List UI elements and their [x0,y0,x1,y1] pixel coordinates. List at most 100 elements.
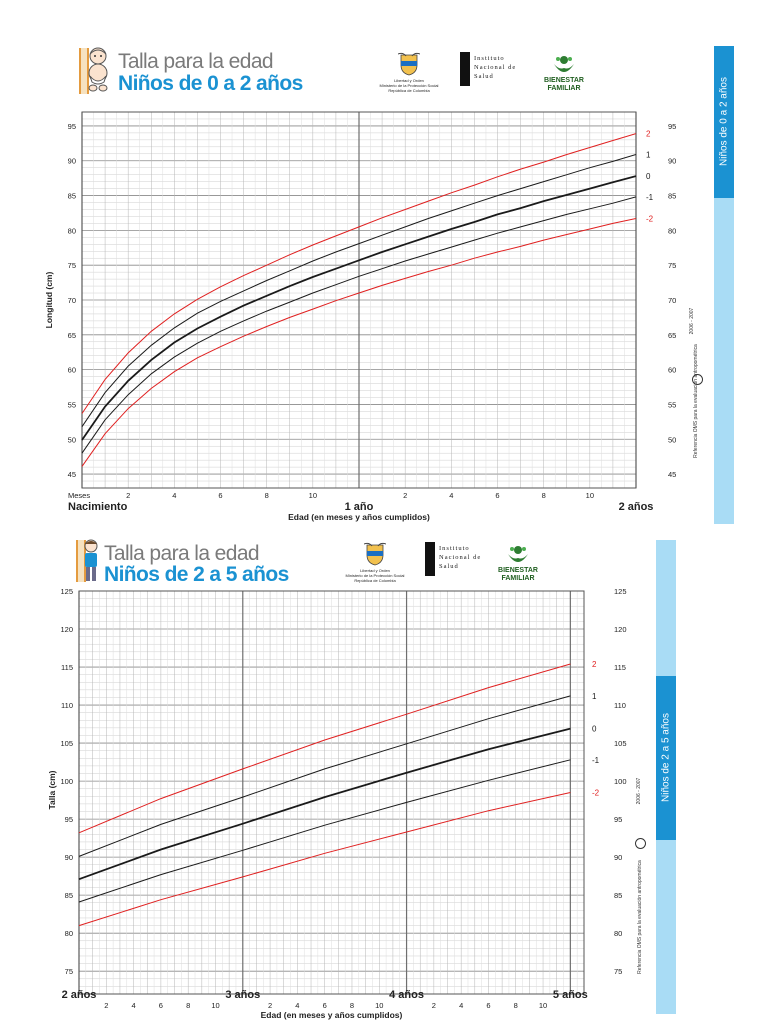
ruler-icon [79,48,89,94]
series-line-0 [78,727,571,881]
y-tick-label: 120 [60,625,73,634]
series-line-0 [81,175,637,441]
y-tick-label-right: 70 [668,296,676,305]
who-logo-icon [635,838,646,849]
instituto-line-1: Instituto [439,545,470,552]
instituto-logo-icon [460,52,470,86]
y-tick-label-right: 50 [668,435,676,444]
y-tick-label: 65 [68,331,76,340]
y-tick-label-right: 60 [668,366,676,375]
series-line-1 [81,154,637,427]
x-tick-label: 2 [403,491,407,500]
y-tick-label: 45 [68,470,76,479]
y-tick-label: 100 [60,777,73,786]
reference-years: 2006 - 2007 [636,777,642,805]
y-tick-label-right: 105 [614,739,627,748]
bienestar-line-1: BIENESTAR [544,77,584,84]
y-tick-label-right: 115 [614,663,626,672]
y-tick-label-right: 55 [668,400,676,409]
y-tick-label: 70 [68,296,76,305]
y-tick-label: 110 [61,701,73,710]
series-label: -1 [646,193,654,202]
baby-icon [88,47,108,92]
y-tick-label-right: 125 [614,587,627,596]
x-major-label: 4 años [389,989,424,1001]
y-axis-title: Talla (cm) [47,770,57,809]
y-tick-label-right: 90 [668,157,676,166]
child-icon [84,539,98,581]
x-tick-label: 10 [375,1001,383,1010]
y-tick-label-right: 85 [668,192,676,201]
x-tick-label: 2 [268,1001,272,1010]
instituto-line-2: Nacional de [439,554,482,561]
side-band-label: Niños de 0 a 2 años [718,77,730,166]
bienestar-text: BIENESTAR FAMILIAR [540,77,588,93]
plot-frame [78,590,585,995]
instituto-text: Instituto Nacional de Salud [439,544,481,571]
y-axis-title: Longitud (cm) [44,272,54,329]
x-tick-label: 8 [186,1001,190,1010]
series-label: -2 [646,215,654,224]
x-tick-label: 8 [265,491,269,500]
instituto-text: Instituto Nacional de Salud [474,54,516,81]
y-tick-label: 90 [68,157,76,166]
side-band-dark [714,46,734,198]
bienestar-line-1: BIENESTAR [498,567,538,574]
x-axis-title: Edad (en meses y años cumplidos) [261,1010,403,1020]
series-label: 2 [646,130,651,139]
x-tick-label: 2 [104,1001,108,1010]
x-tick-label: 4 [295,1001,299,1010]
series-label: -2 [592,789,600,798]
y-tick-label-right: 95 [668,122,676,131]
y-tick-label: 90 [65,853,73,862]
series-line-minus2 [78,792,571,927]
x-tick-label: 6 [159,1001,163,1010]
series-line-minus1 [81,196,637,454]
series-label: 0 [646,172,651,181]
y-tick-label: 80 [68,226,76,235]
y-tick-label-right: 75 [668,261,676,270]
x-major-label: 5 años [553,989,588,1001]
series-line-2 [81,133,637,414]
series-line-1 [78,695,571,857]
side-band-dark [656,676,676,840]
y-tick-label-right: 110 [614,701,626,710]
x-tick-label: 10 [211,1001,219,1010]
ministry-caption: Libertad y Orden Ministerio de la Protec… [345,568,405,583]
bienestar-text: BIENESTAR FAMILIAR [494,567,542,583]
y-tick-label-right: 65 [668,331,676,340]
y-tick-label-right: 75 [614,967,622,976]
series-line-minus2 [81,218,637,467]
x-tick-label: 6 [486,1001,490,1010]
chart-title: Talla para la edad [118,50,274,73]
instituto-line-3: Salud [474,73,494,80]
colombia-emblem-icon [364,542,386,566]
x-tick-label: 6 [323,1001,327,1010]
x-tick-label: 10 [586,491,594,500]
x-tick-label: 4 [449,491,453,500]
x-major-label: 3 años [225,989,260,1001]
y-tick-label: 75 [65,967,73,976]
series-label: -1 [592,756,600,765]
y-tick-label: 75 [68,261,76,270]
chart-subtitle: Niños de 0 a 2 años [118,72,303,95]
colombia-emblem-icon [398,52,420,76]
x-major-label: 2 años [62,989,97,1001]
bienestar-line-2: FAMILIAR [501,575,535,582]
x-tick-label: 6 [495,491,499,500]
x-tick-label: 4 [172,491,176,500]
x-tick-label: 10 [309,491,317,500]
y-tick-label: 95 [65,815,73,824]
side-band-light [714,198,734,524]
x-tick-label: 8 [350,1001,354,1010]
y-tick-label-right: 120 [614,625,627,634]
side-band-light-bottom [656,840,676,1014]
y-tick-label: 105 [60,739,73,748]
x-major-label: 1 año [345,501,374,513]
x-axis-title: Edad (en meses y años cumplidos) [288,512,430,522]
series-line-2 [78,663,571,834]
instituto-line-1: Instituto [474,55,505,62]
bienestar-familiar-icon [554,56,574,72]
